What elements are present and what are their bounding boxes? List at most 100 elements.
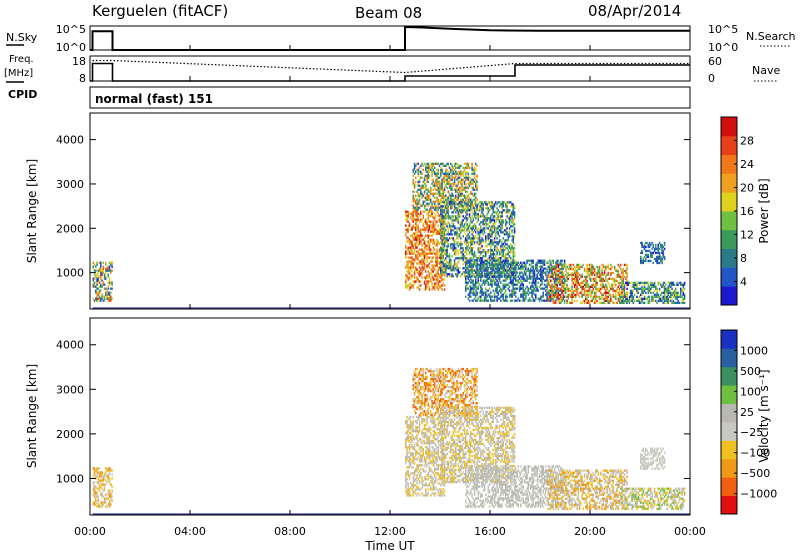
range-gate-cell bbox=[431, 178, 433, 181]
range-gate-cell bbox=[426, 174, 428, 177]
range-gate-cell bbox=[521, 287, 523, 290]
range-gate-cell bbox=[431, 260, 433, 263]
range-gate-cell bbox=[550, 267, 552, 270]
range-gate-cell bbox=[470, 285, 472, 288]
range-gate-cell bbox=[447, 233, 450, 236]
range-gate-cell bbox=[478, 235, 481, 238]
range-gate-cell bbox=[457, 251, 460, 254]
range-gate-cell bbox=[505, 289, 507, 292]
range-gate-cell bbox=[563, 301, 566, 304]
range-gate-cell bbox=[498, 211, 501, 214]
range-gate-cell bbox=[477, 251, 480, 254]
range-gate-cell bbox=[480, 297, 482, 300]
range-gate-cell bbox=[488, 233, 491, 236]
range-gate-cell bbox=[676, 295, 678, 298]
range-gate-cell bbox=[412, 264, 415, 267]
range-gate-cell bbox=[452, 267, 455, 270]
range-gate-cell bbox=[475, 225, 477, 228]
range-gate-cell bbox=[535, 297, 537, 300]
range-gate-cell bbox=[481, 275, 483, 278]
range-gate-cell bbox=[425, 234, 427, 237]
range-gate-cell bbox=[638, 299, 641, 302]
range-gate-cell bbox=[486, 251, 488, 254]
range-gate-cell bbox=[471, 269, 473, 272]
range-gate-cell bbox=[496, 217, 498, 220]
range-gate-cell bbox=[572, 277, 575, 280]
range-gate-cell bbox=[413, 236, 416, 239]
range-gate-cell bbox=[670, 293, 672, 296]
beam-title: Beam 08 bbox=[355, 4, 422, 22]
range-gate-cell bbox=[573, 277, 576, 280]
range-gate-cell bbox=[427, 202, 430, 205]
range-gate-cell bbox=[511, 261, 513, 264]
range-gate-cell bbox=[406, 446, 408, 449]
range-gate-cell bbox=[640, 297, 642, 300]
range-gate-cell bbox=[436, 242, 438, 245]
range-gate-cell bbox=[468, 271, 471, 274]
range-gate-cell bbox=[558, 299, 561, 302]
range-gate-cell bbox=[448, 223, 451, 226]
range-gate-cell bbox=[655, 259, 657, 263]
range-gate-cell bbox=[590, 299, 592, 302]
range-gate-cell bbox=[552, 277, 555, 280]
range-gate-cell bbox=[532, 281, 535, 284]
range-gate-cell bbox=[655, 251, 657, 255]
range-gate-cell bbox=[436, 238, 438, 241]
range-gate-cell bbox=[457, 172, 460, 175]
range-gate-cell bbox=[468, 269, 471, 272]
range-gate-cell bbox=[503, 265, 506, 268]
range-gate-cell bbox=[513, 211, 516, 214]
range-gate-cell bbox=[492, 263, 495, 266]
range-gate-cell bbox=[406, 262, 408, 265]
range-gate-cell bbox=[445, 213, 447, 216]
range-gate-cell bbox=[466, 170, 468, 173]
range-gate-cell bbox=[597, 287, 600, 290]
range-gate-cell bbox=[511, 299, 513, 302]
range-gate-cell bbox=[425, 170, 427, 173]
range-gate-cell bbox=[96, 293, 98, 296]
range-gate-cell bbox=[542, 277, 545, 280]
range-gate-cell bbox=[522, 293, 525, 296]
range-gate-cell bbox=[657, 243, 660, 247]
range-gate-cell bbox=[428, 256, 431, 259]
range-gate-cell bbox=[546, 283, 548, 286]
range-gate-cell bbox=[577, 263, 580, 267]
range-gate-cell bbox=[455, 263, 457, 266]
range-gate-cell bbox=[670, 291, 672, 294]
range-gate-cell bbox=[96, 263, 98, 266]
range-gate-cell bbox=[461, 273, 463, 276]
range-gate-cell bbox=[606, 295, 608, 298]
range-gate-cell bbox=[516, 283, 518, 286]
range-gate-cell bbox=[496, 227, 498, 230]
range-gate-cell bbox=[508, 269, 511, 272]
range-gate-cell bbox=[586, 301, 588, 304]
range-gate-cell bbox=[427, 226, 430, 229]
range-gate-cell bbox=[471, 225, 473, 228]
range-gate-cell bbox=[432, 276, 435, 279]
range-gate-cell bbox=[603, 269, 606, 273]
range-gate-cell bbox=[641, 285, 643, 288]
range-gate-cell bbox=[405, 280, 407, 283]
range-gate-cell bbox=[453, 227, 456, 230]
range-gate-cell bbox=[651, 241, 653, 245]
range-gate-cell bbox=[463, 229, 466, 232]
range-gate-cell bbox=[562, 275, 565, 278]
range-gate-cell bbox=[447, 211, 450, 214]
range-gate-cell bbox=[623, 287, 626, 290]
range-gate-cell bbox=[533, 275, 536, 278]
range-gate-cell bbox=[477, 257, 480, 260]
range-gate-cell bbox=[412, 218, 415, 221]
range-gate-cell bbox=[420, 254, 422, 257]
colorbar-swatch bbox=[721, 267, 737, 287]
range-gate-cell bbox=[406, 228, 408, 231]
range-gate-cell bbox=[415, 214, 417, 217]
range-gate-cell bbox=[408, 212, 411, 215]
range-gate-cell bbox=[628, 295, 631, 298]
range-gate-cell bbox=[473, 209, 476, 212]
range-gate-cell bbox=[443, 248, 446, 251]
range-gate-cell bbox=[93, 487, 96, 490]
range-gate-cell bbox=[473, 168, 476, 171]
range-gate-cell bbox=[482, 293, 485, 296]
range-gate-cell bbox=[475, 259, 477, 262]
range-gate-cell bbox=[578, 295, 581, 298]
